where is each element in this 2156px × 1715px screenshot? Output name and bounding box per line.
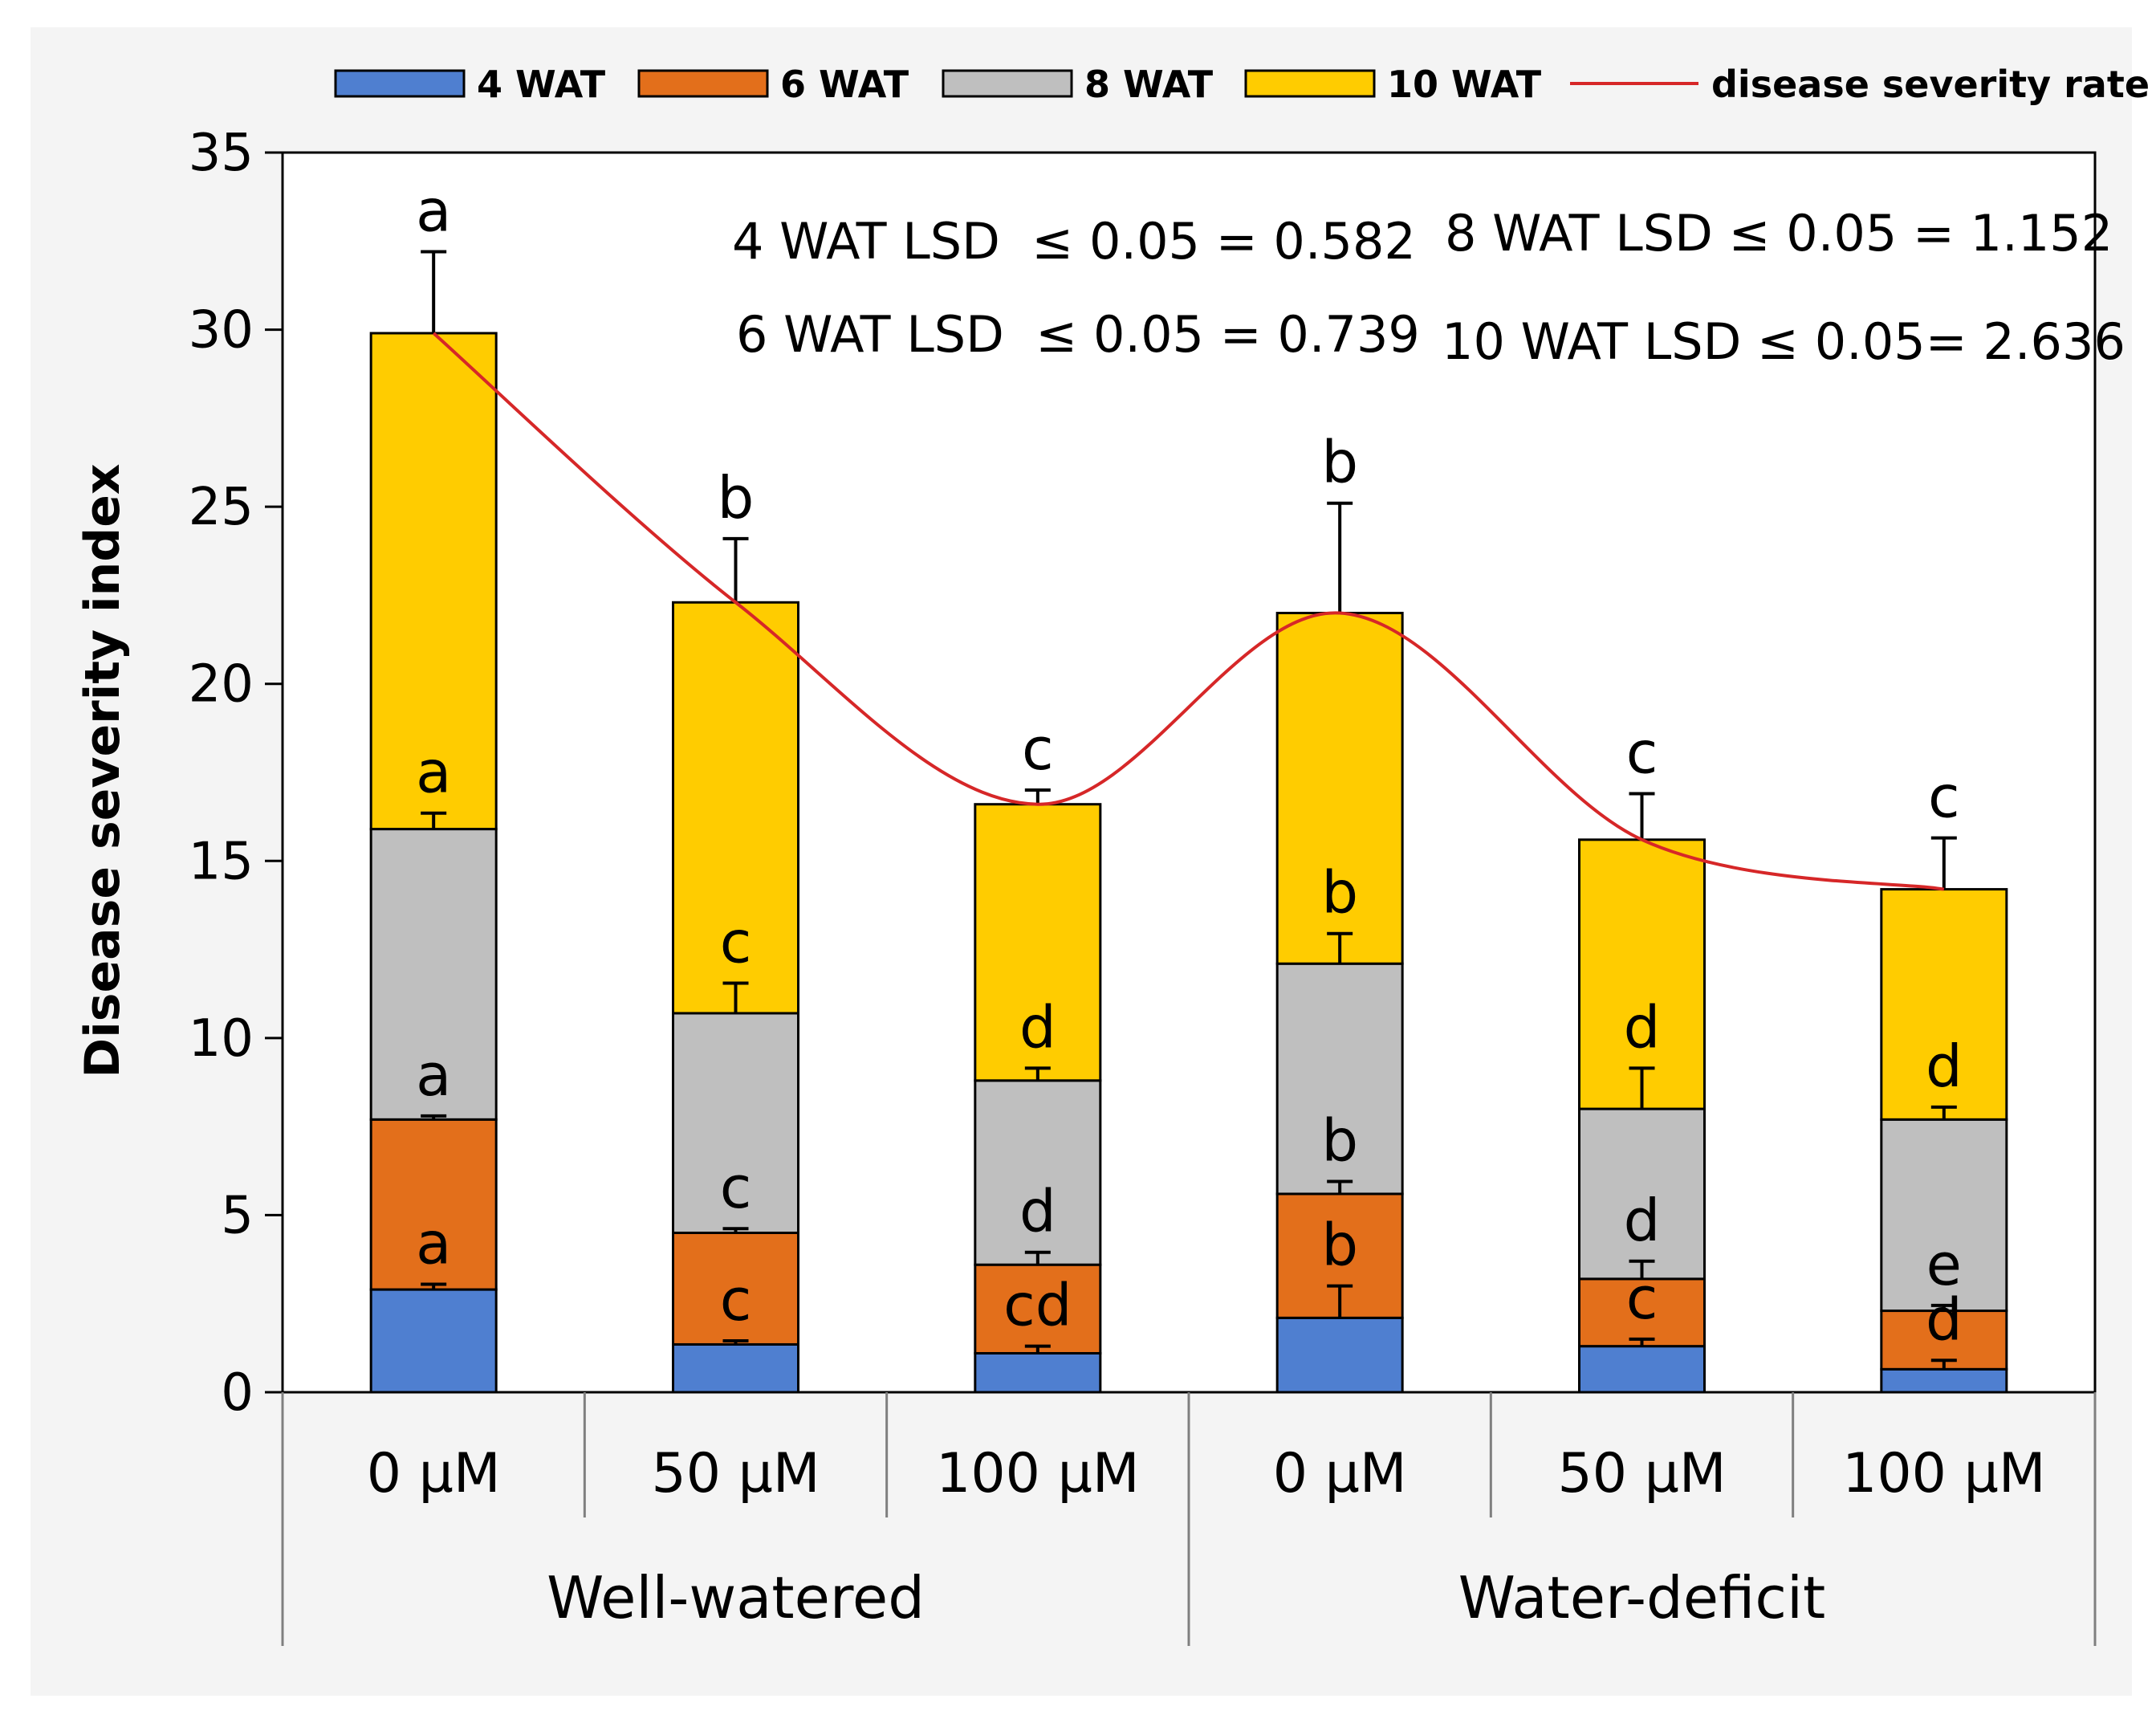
legend-swatch-6wat [637, 69, 769, 98]
x-category-label-4: 50 µM [1557, 1442, 1726, 1505]
bar-4wat-1 [672, 1342, 799, 1394]
letter-6wat-0: a [416, 1041, 451, 1109]
x-category-label-3: 0 µM [1273, 1442, 1407, 1505]
bar-6wat-0 [369, 1118, 498, 1291]
x-group-label-1: Water-deficit [1458, 1564, 1825, 1631]
bar-8wat-3 [1275, 962, 1404, 1196]
letter-4wat-5: d [1926, 1285, 1963, 1353]
y-axis-label: Disease severity index [75, 463, 131, 1077]
letter-10wat-3: b [1321, 429, 1358, 496]
legend-label-4wat: 4 WAT [477, 63, 606, 106]
bars [369, 332, 2008, 1394]
letter-10wat-4: c [1626, 719, 1658, 786]
axes: 0 5 10 15 20 25 30 35 0 µM 50 µM 100 µM 0 µM 50 µM 10… [189, 124, 2097, 1646]
bar-4wat-2 [974, 1351, 1102, 1394]
letter-10wat-2: c [1022, 715, 1054, 783]
letter-10wat-5: c [1928, 764, 1960, 831]
y-tick-label-30: 30 [189, 301, 254, 361]
letter-6wat-2: d [1019, 1178, 1056, 1245]
x-category-label-2: 100 µM [936, 1442, 1139, 1505]
letter-6wat-4: d [1624, 1187, 1661, 1254]
bar-6wat-1 [672, 1231, 799, 1346]
bar-8wat-4 [1578, 1107, 1706, 1281]
bar-4wat-0 [369, 1288, 498, 1394]
letter-4wat-0: a [416, 1209, 451, 1277]
bar-10wat-0 [369, 332, 498, 831]
legend-label-8wat: 8 WAT [1084, 63, 1214, 106]
legend-swatch-10wat [1244, 69, 1376, 98]
bar-10wat-2 [974, 803, 1102, 1082]
letter-6wat-1: c [720, 1154, 752, 1221]
legend: 4 WAT 6 WAT 8 WAT 10 WAT disease severity ra… [334, 63, 2150, 106]
letter-8wat-4: d [1624, 993, 1661, 1061]
y-tick-label-5: 5 [221, 1186, 254, 1245]
y-tick-label-0: 0 [221, 1363, 254, 1423]
bar-4wat-4 [1578, 1345, 1706, 1394]
y-tick-label-10: 10 [189, 1009, 254, 1069]
lsd-annotation-6wat: 6 WAT LSD ≤ 0.05 = 0.739 [736, 305, 1420, 364]
bar-8wat-1 [672, 1012, 799, 1234]
error-bars [421, 250, 1957, 1370]
y-tick-label-35: 35 [189, 124, 254, 183]
bar-10wat-4 [1578, 838, 1706, 1110]
letter-10wat-0: a [416, 177, 451, 245]
bar-4wat-5 [1880, 1367, 2008, 1394]
legend-label-6wat: 6 WAT [780, 63, 909, 106]
letter-8wat-5: d [1926, 1033, 1963, 1100]
legend-swatch-8wat [942, 69, 1073, 98]
disease-severity-rate-line [432, 332, 1945, 891]
letter-8wat-0: a [416, 739, 451, 806]
letter-4wat-3: b [1321, 1212, 1358, 1279]
legend-label-rate: disease severity rate [1711, 63, 2150, 106]
plot-area [281, 151, 2097, 1394]
letter-6wat-3: b [1321, 1107, 1358, 1175]
plot-background [281, 151, 2097, 1394]
lsd-annotation-4wat: 4 WAT LSD ≤ 0.05 = 0.582 [732, 212, 1416, 271]
legend-label-10wat: 10 WAT [1387, 63, 1542, 106]
letter-4wat-2: cd [1003, 1272, 1072, 1339]
bar-8wat-2 [974, 1079, 1102, 1266]
x-category-label-0: 0 µM [367, 1442, 501, 1505]
bar-4wat-3 [1275, 1316, 1404, 1394]
legend-swatch-4wat [334, 69, 466, 98]
letter-8wat-3: b [1321, 859, 1358, 927]
letter-4wat-4: c [1626, 1265, 1658, 1332]
y-tick-label-15: 15 [189, 832, 254, 891]
lsd-annotation-8wat: 8 WAT LSD ≤ 0.05 = 1.152 [1445, 204, 2113, 263]
letter-8wat-2: d [1019, 993, 1056, 1061]
y-tick-label-25: 25 [189, 478, 254, 537]
letter-4wat-1: c [720, 1266, 752, 1334]
bar-8wat-5 [1880, 1118, 2008, 1313]
bar-10wat-5 [1880, 888, 2008, 1121]
lsd-annotation-10wat: 10 WAT LSD ≤ 0.05= 2.636 [1442, 312, 2125, 371]
x-group-label-0: Well-watered [547, 1564, 925, 1631]
x-category-label-5: 100 µM [1842, 1442, 2045, 1505]
bar-6wat-4 [1578, 1277, 1706, 1348]
letter-10wat-1: b [718, 464, 755, 532]
x-category-label-1: 50 µM [651, 1442, 820, 1505]
y-tick-label-20: 20 [189, 655, 254, 715]
letter-8wat-1: c [720, 908, 752, 976]
letter-6wat-5: e [1926, 1231, 1962, 1298]
